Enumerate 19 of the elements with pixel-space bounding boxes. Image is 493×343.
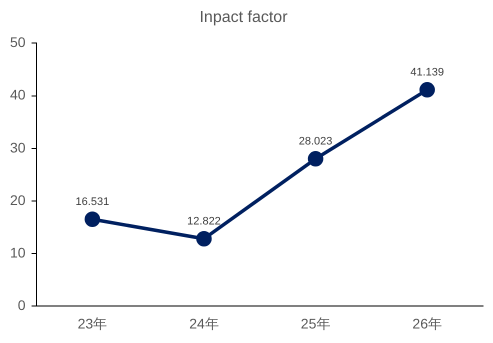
data-label: 16.531 [76, 196, 110, 208]
y-tick-label: 40 [10, 86, 26, 103]
point [84, 211, 100, 227]
y-tick-label: 50 [10, 34, 26, 50]
y-tick-label: 20 [10, 192, 26, 208]
y-tick-label: 10 [10, 244, 26, 260]
x-tick-label: 25年 [300, 315, 330, 332]
point [196, 231, 212, 247]
y-tick-label: 30 [10, 139, 26, 156]
data-label: 12.822 [187, 215, 221, 228]
data-label: 28.023 [298, 135, 332, 148]
x-tick-label: 24年 [189, 315, 219, 332]
y-tick-label: 0 [18, 297, 26, 314]
x-tick-label: 26年 [412, 315, 442, 332]
x-tick-label: 23年 [78, 315, 108, 332]
point [308, 151, 324, 167]
chart-title: Inpact factor [199, 9, 288, 26]
data-label: 41.139 [410, 66, 444, 78]
point [419, 82, 435, 98]
